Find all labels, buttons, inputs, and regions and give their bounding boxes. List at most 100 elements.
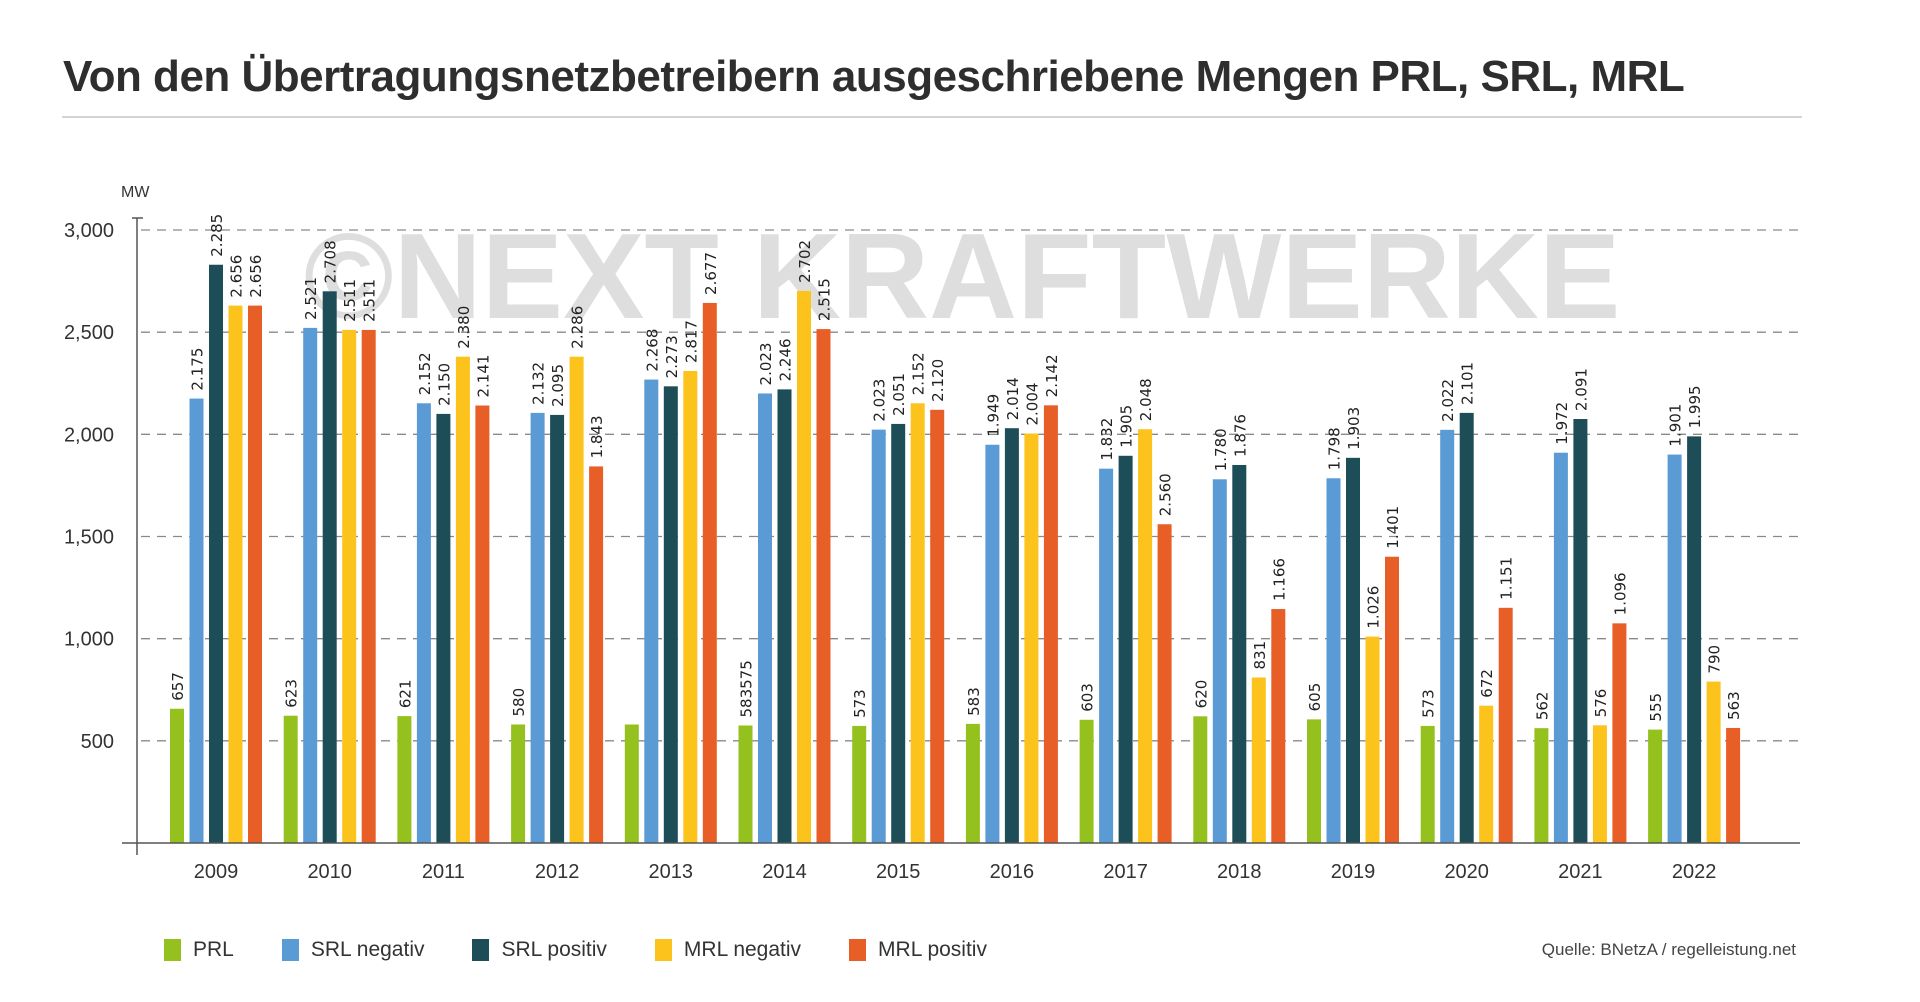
bar-mrl-negativ <box>1592 725 1607 843</box>
data-label: 621 <box>396 679 414 708</box>
data-label: 2.132 <box>530 362 548 405</box>
bar-srl-negativ <box>1099 468 1114 843</box>
chart-title: Von den Übertragungsnetzbetreibern ausge… <box>63 52 1685 101</box>
bar-srl-positiv <box>1118 455 1133 843</box>
data-label: 2.273 <box>663 335 681 378</box>
bar-srl-positiv <box>1232 464 1247 843</box>
x-tick-label: 2014 <box>762 861 807 883</box>
x-tick-label: 2010 <box>307 861 352 883</box>
x-tick-label: 2009 <box>194 861 239 883</box>
bar-prl <box>397 716 412 843</box>
data-label: 562 <box>1533 692 1551 721</box>
bar-mrl-positiv <box>1612 623 1627 843</box>
bar-srl-positiv <box>663 386 678 843</box>
data-label: 790 <box>1706 645 1724 674</box>
bar-prl <box>1648 729 1663 843</box>
data-label: 580 <box>510 688 528 717</box>
bar-mrl-positiv <box>816 329 831 843</box>
legend-label: SRL positiv <box>501 938 607 961</box>
bar-srl-positiv <box>1004 428 1019 843</box>
legend-swatch <box>281 939 299 961</box>
data-label: 2.268 <box>643 329 661 372</box>
bar-srl-negativ <box>985 444 1000 843</box>
bar-mrl-negativ <box>455 356 470 843</box>
data-label: 583 <box>965 687 983 716</box>
bar-prl <box>511 724 526 843</box>
x-tick-label: 2017 <box>1103 861 1148 883</box>
legend-swatch <box>654 939 672 961</box>
data-label: 605 <box>1306 683 1324 712</box>
legend-item: SRL negativ <box>281 938 425 962</box>
data-label: 2.150 <box>435 363 453 406</box>
bar-prl <box>170 708 184 843</box>
data-label: 2.152 <box>416 352 434 395</box>
data-label: 563 <box>1725 691 1743 720</box>
data-label: 1.905 <box>1118 405 1136 448</box>
bar-srl-positiv <box>1346 457 1360 843</box>
bar-prl <box>624 724 639 843</box>
bar-srl-negativ <box>530 412 545 843</box>
data-label: 1.832 <box>1098 418 1116 461</box>
bar-srl-negativ <box>644 379 659 843</box>
y-tick-label: 2,500 <box>64 322 114 344</box>
bar-mrl-positiv <box>1271 609 1286 843</box>
bar-prl <box>965 723 980 843</box>
bar-srl-negativ <box>758 393 772 843</box>
bar-prl <box>738 725 753 843</box>
data-label: 2.152 <box>910 352 928 395</box>
bar-mrl-negativ <box>1138 429 1153 843</box>
data-label: 2.515 <box>816 278 834 321</box>
bar-srl-positiv <box>436 413 451 843</box>
legend-item: MRL negativ <box>654 938 801 962</box>
y-tick-label: 2,000 <box>64 424 114 446</box>
data-label: 555 <box>1647 693 1665 722</box>
y-tick-label: 1,000 <box>64 629 114 651</box>
data-label: 623 <box>283 679 301 708</box>
data-label: 603 <box>1079 683 1097 712</box>
data-label: 573 <box>851 689 869 718</box>
x-tick-label: 2019 <box>1331 861 1376 883</box>
data-label: 2.022 <box>1439 379 1457 422</box>
legend-label: SRL negativ <box>310 938 425 961</box>
bar-mrl-positiv <box>1726 727 1741 843</box>
data-label: 2.014 <box>1004 377 1022 420</box>
x-tick-label: 2021 <box>1558 861 1603 883</box>
data-label: 2.101 <box>1459 362 1477 405</box>
data-label: 2.142 <box>1043 354 1061 397</box>
bar-mrl-negativ <box>569 356 584 843</box>
bar-mrl-negativ <box>910 403 925 843</box>
bar-srl-positiv <box>1573 419 1588 843</box>
bar-mrl-negativ <box>1251 677 1266 843</box>
bar-prl <box>283 715 298 843</box>
bar-srl-positiv <box>209 264 223 843</box>
x-tick-label: 2018 <box>1217 861 1262 883</box>
data-label: 2.817 <box>682 320 700 363</box>
data-label: 583575 <box>738 660 756 717</box>
bar-srl-negativ <box>303 327 318 843</box>
bar-srl-negativ <box>1326 478 1341 843</box>
data-label: 2.095 <box>549 364 567 407</box>
bar-srl-negativ <box>416 403 431 843</box>
x-tick-label: 2013 <box>649 861 694 883</box>
data-label: 1.901 <box>1667 404 1685 447</box>
bar-srl-negativ <box>189 398 204 843</box>
x-tick-label: 2012 <box>535 861 580 883</box>
bar-srl-negativ <box>871 429 886 843</box>
bar-mrl-negativ <box>1479 705 1494 843</box>
data-label: 576 <box>1592 689 1610 718</box>
legend-item: SRL positiv <box>472 938 607 962</box>
data-label: 2.023 <box>757 343 775 386</box>
data-label: 2.521 <box>302 277 320 320</box>
legend-label: PRL <box>193 938 234 961</box>
bar-prl <box>852 725 867 843</box>
bar-prl <box>1079 719 1094 843</box>
data-label: 2.048 <box>1137 378 1155 421</box>
data-label: 1.843 <box>588 415 606 458</box>
bar-srl-positiv <box>777 389 792 843</box>
y-tick-label: 500 <box>81 731 114 753</box>
y-axis-unit-label: MW <box>121 184 150 201</box>
bar-mrl-negativ <box>342 329 357 843</box>
data-label: 831 <box>1251 641 1269 670</box>
bar-mrl-positiv <box>1157 524 1172 843</box>
data-label: 1.780 <box>1212 428 1230 471</box>
